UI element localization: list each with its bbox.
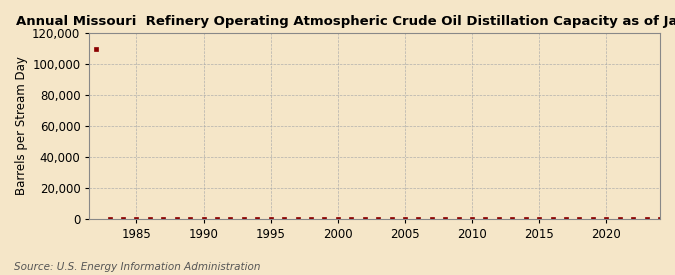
Title: Annual Missouri  Refinery Operating Atmospheric Crude Oil Distillation Capacity : Annual Missouri Refinery Operating Atmos…: [16, 15, 675, 28]
Y-axis label: Barrels per Stream Day: Barrels per Stream Day: [15, 57, 28, 196]
Text: Source: U.S. Energy Information Administration: Source: U.S. Energy Information Administ…: [14, 262, 260, 272]
